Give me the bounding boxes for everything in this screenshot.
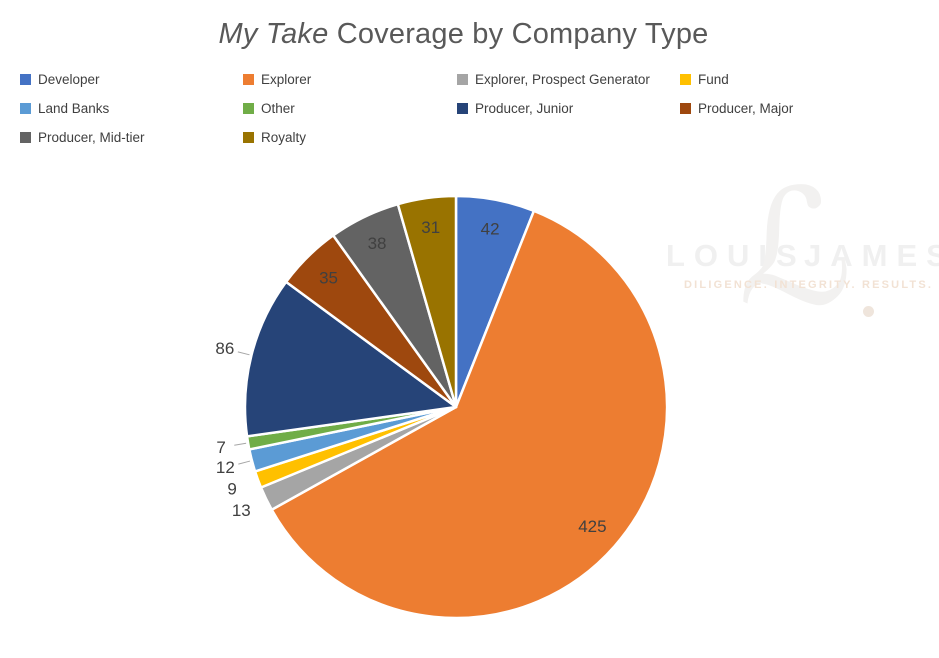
watermark-script-l-icon: ℒ [738,154,854,341]
slice-value-label-explorer-prospect-generator: 13 [232,501,251,520]
slice-value-label-producer-junior: 86 [215,339,234,358]
slice-value-label-royalty: 31 [421,218,440,237]
legend-marker-icon [243,74,254,85]
legend-marker-icon [680,74,691,85]
legend-label: Fund [698,72,729,87]
legend-item-developer: Developer [20,72,100,87]
legend-label: Developer [38,72,100,87]
legend-item-producer-mid-tier: Producer, Mid-tier [20,130,145,145]
legend-marker-icon [20,103,31,114]
legend-label: Royalty [261,130,307,145]
legend-label: Producer, Major [698,101,794,116]
legend-item-producer-junior: Producer, Junior [457,101,573,116]
watermark-word-james: JAMES [804,238,939,273]
label-leader-line [237,351,250,356]
legend-item-explorer-prospect-generator: Explorer, Prospect Generator [457,72,650,87]
legend-item-other: Other [243,101,295,116]
legend-label: Producer, Junior [475,101,574,116]
legend-marker-icon [457,103,468,114]
legend-item-royalty: Royalty [243,130,306,145]
chart-title-italic-part: My Take [218,18,329,50]
label-leader-line [238,460,251,465]
legend-item-land-banks: Land Banks [20,101,109,116]
slice-value-label-developer: 42 [481,219,500,238]
slice-value-label-land-banks: 12 [216,458,235,477]
watermark-word-louis: LOUIS [666,238,806,273]
label-leader-line [234,442,247,446]
legend-marker-icon [243,103,254,114]
chart-title: My Take Coverage by Company Type [0,16,933,52]
legend-item-producer-major: Producer, Major [680,101,793,116]
slice-value-label-explorer: 425 [578,517,606,536]
legend-marker-icon [20,74,31,85]
legend-label: Explorer, Prospect Generator [475,72,650,87]
legend-marker-icon [20,132,31,143]
slice-value-label-other: 7 [216,438,225,457]
legend-item-fund: Fund [680,72,729,87]
slice-value-label-producer-mid-tier: 38 [368,234,387,253]
legend-label: Producer, Mid-tier [38,130,145,145]
watermark-dot-icon [863,306,874,317]
pie-slice-explorer [270,209,669,620]
legend-label: Other [261,101,295,116]
legend-marker-icon [457,74,468,85]
legend-label: Land Banks [38,101,110,116]
chart-title-rest: Coverage by Company Type [328,18,709,50]
legend-marker-icon [680,103,691,114]
watermark-tagline: DILIGENCE. INTEGRITY. RESULTS. [684,279,934,291]
chart-legend: Developer Explorer Explorer, Prospect Gene… [0,0,939,160]
slice-value-label-fund: 9 [227,479,236,498]
legend-item-explorer: Explorer [243,72,311,87]
slice-value-label-producer-major: 35 [319,268,338,287]
pie-slice-royalty [396,194,458,409]
pie-slice-producer-junior [243,280,458,438]
legend-label: Explorer [261,72,312,87]
legend-marker-icon [243,132,254,143]
